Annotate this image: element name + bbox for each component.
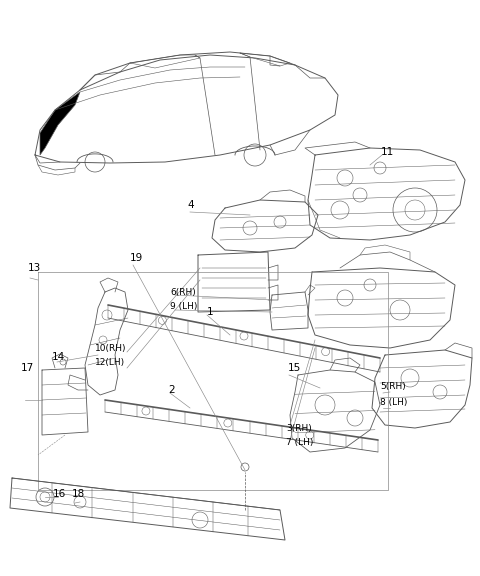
- Text: 3(RH): 3(RH): [286, 423, 312, 433]
- Text: 13: 13: [28, 263, 41, 273]
- Text: 5(RH): 5(RH): [380, 382, 406, 392]
- Text: 15: 15: [288, 363, 301, 373]
- Text: 17: 17: [21, 363, 34, 373]
- Text: 2: 2: [168, 385, 175, 395]
- Text: 18: 18: [72, 489, 85, 499]
- Text: 7 (LH): 7 (LH): [286, 438, 313, 448]
- Text: 14: 14: [52, 352, 65, 362]
- Text: 1: 1: [207, 307, 214, 317]
- Text: 8 (LH): 8 (LH): [380, 397, 408, 407]
- Text: 12(LH): 12(LH): [95, 358, 125, 367]
- Text: 11: 11: [381, 147, 394, 157]
- Text: 16: 16: [53, 489, 66, 499]
- Polygon shape: [40, 92, 80, 155]
- Text: 9 (LH): 9 (LH): [170, 302, 197, 312]
- Text: 10(RH): 10(RH): [95, 343, 127, 353]
- Text: 4: 4: [187, 200, 193, 210]
- Text: 19: 19: [130, 253, 143, 263]
- Text: 6(RH): 6(RH): [170, 287, 196, 297]
